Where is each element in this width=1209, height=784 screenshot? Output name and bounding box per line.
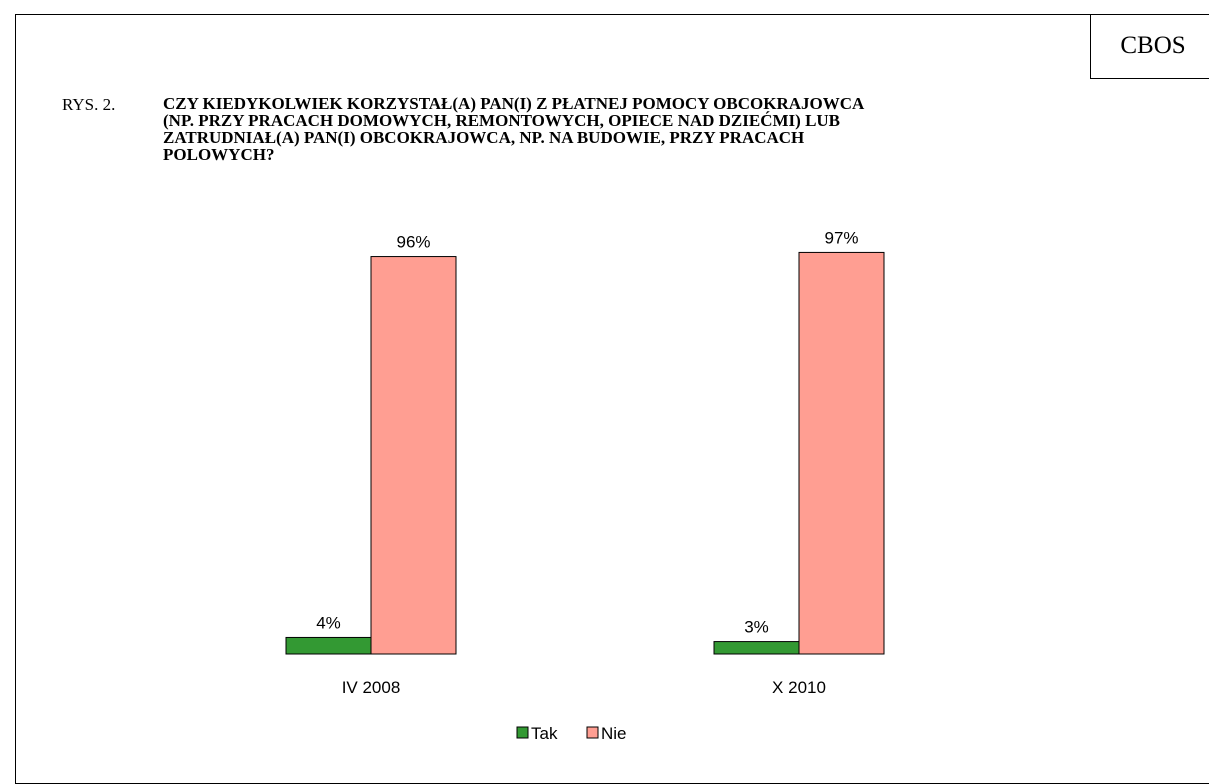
data-label: 96% xyxy=(396,233,430,252)
bar-tak xyxy=(713,641,800,655)
data-label: 4% xyxy=(316,613,341,632)
chart-title-line: ZATRUDNIAŁ(A) PAN(I) OBCOKRAJOWCA, NP. N… xyxy=(163,128,805,147)
legend-label-tak: Tak xyxy=(531,724,558,743)
x-tick-label: IV 2008 xyxy=(342,678,401,697)
chart-title-line: (NP. PRZY PRACACH DOMOWYCH, REMONTOWYCH,… xyxy=(163,111,841,130)
bar-nie xyxy=(370,256,457,655)
source-badge: CBOS xyxy=(1090,14,1209,79)
chart-title: CZY KIEDYKOLWIEK KORZYSTAŁ(A) PAN(I) Z P… xyxy=(163,95,1153,163)
legend-label-nie: Nie xyxy=(601,724,627,743)
data-label: 3% xyxy=(744,618,769,637)
bar-tak xyxy=(285,636,372,655)
figure-label: RYS. 2. xyxy=(62,95,116,114)
chart-title-line: CZY KIEDYKOLWIEK KORZYSTAŁ(A) PAN(I) Z P… xyxy=(163,94,865,113)
legend-swatch-nie xyxy=(586,726,599,739)
legend-swatch-tak xyxy=(516,726,529,739)
figure-frame xyxy=(15,14,1209,784)
bar-nie xyxy=(798,251,885,655)
data-label: 97% xyxy=(824,228,858,247)
chart-title-line: POLOWYCH? xyxy=(163,145,275,164)
x-tick-label: X 2010 xyxy=(772,678,826,697)
